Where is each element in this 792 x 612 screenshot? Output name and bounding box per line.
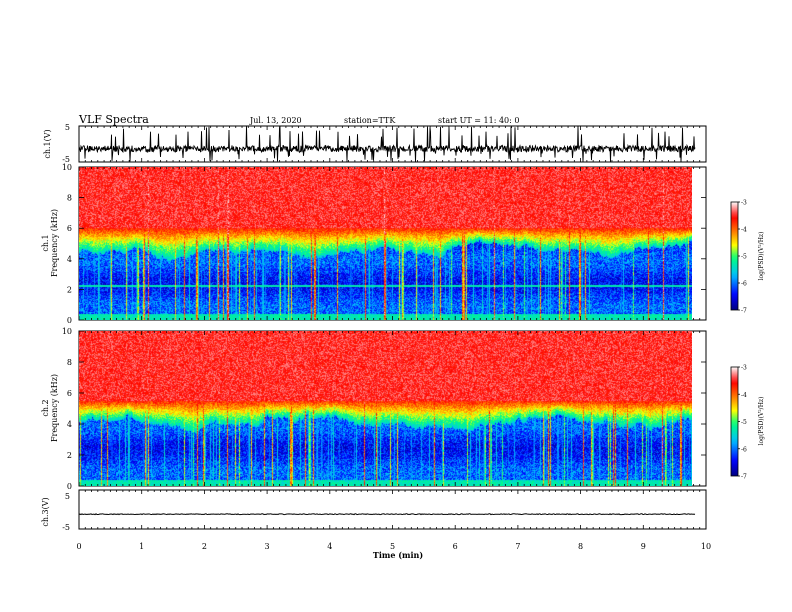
time-axis-tick-label: 10 xyxy=(701,542,711,551)
ch2-spectrogram-ytick-labels: 0 2 4 6 8 10 xyxy=(62,327,72,491)
ch1-waveform-panel: 5 -5 ch.1(V) xyxy=(43,123,707,164)
ch2-spectrogram-ytick-label: 6 xyxy=(67,389,72,398)
ch1-waveform-frame xyxy=(78,125,707,163)
time-axis-tick-labels: 0 1 2 3 4 5 6 7 8 9 10 xyxy=(76,542,711,551)
ch1-spectrogram-image xyxy=(79,167,692,320)
ch1-colorbar-tick-label: -7 xyxy=(741,308,747,315)
ch2-colorbar-label: log(PSD)(V²/Hz) xyxy=(758,397,765,446)
time-axis-tick-label: 6 xyxy=(453,542,458,551)
ch1-spectrogram-ticks xyxy=(78,166,707,321)
ch2-spectrogram-ytick-label: 8 xyxy=(67,358,72,367)
time-axis-tick-label: 5 xyxy=(390,542,395,551)
ch2-spectrogram-ytick-label: 0 xyxy=(67,482,72,491)
time-axis-tick-label: 9 xyxy=(641,542,646,551)
ch1-colorbar-tick-label: -6 xyxy=(741,281,747,288)
figure-date: Jul. 13, 2020 xyxy=(249,116,302,125)
ch1-colorbar xyxy=(730,201,739,311)
ch1-ytick-minus5: -5 xyxy=(62,155,70,164)
ch2-colorbar-tick-label: -3 xyxy=(741,365,747,372)
ch1-ytick-5: 5 xyxy=(65,123,70,132)
ch1-colorbar-tick-label: -3 xyxy=(741,200,747,207)
ch3-waveform-ticks xyxy=(78,490,707,529)
ch2-colorbar-tick-label: -5 xyxy=(741,419,747,426)
ch1-spectrogram-ytick-label: 8 xyxy=(67,194,72,203)
ch1-spectrogram-ytick-label: 6 xyxy=(67,224,72,233)
ch2-spectrogram-ytick-label: 10 xyxy=(62,327,72,336)
ch2-spectrogram-image xyxy=(79,331,692,486)
ch1-colorbar-ticks: -3 -4 -5 -6 -7 xyxy=(738,200,747,315)
figure-title: VLF Spectra xyxy=(78,113,149,126)
ch3-waveform-trace xyxy=(78,513,696,516)
figure-station: station=TTK xyxy=(344,116,396,125)
ch1-colorbar-label: log(PSD)(V²/Hz) xyxy=(758,232,765,281)
ch1-colorbar-tick-label: -5 xyxy=(741,254,747,261)
ch2-spectrogram-ytick-label: 4 xyxy=(67,420,72,429)
time-axis-tick-label: 1 xyxy=(139,542,144,551)
ch1-spectrogram-ytick-labels: 0 2 4 6 8 10 xyxy=(62,163,72,325)
figure-start-time: start UT = 11: 40: 0 xyxy=(438,116,519,125)
time-axis-tick-label: 2 xyxy=(202,542,207,551)
ch3-waveform-frame xyxy=(78,489,707,530)
ch1-spectrogram-ylabel-channel: ch.1 xyxy=(41,234,50,251)
ch2-spectrogram-ylabel-channel: ch.2 xyxy=(41,399,50,416)
ch1-waveform-trace xyxy=(78,125,696,163)
ch3-ytick-minus5: -5 xyxy=(62,523,70,532)
ch3-ytick-5: 5 xyxy=(65,492,70,501)
ch2-colorbar-tick-label: -6 xyxy=(741,446,747,453)
ch3-waveform-panel: 5 -5 ch.3(V) xyxy=(41,489,707,532)
ch1-spectrogram-ytick-label: 4 xyxy=(67,255,72,264)
ch2-spectrogram-ytick-label: 2 xyxy=(67,451,72,460)
ch3-waveform-ylabel: ch.3(V) xyxy=(41,497,50,526)
ch2-colorbar-tick-label: -4 xyxy=(741,392,747,399)
time-axis-tick-label: 4 xyxy=(327,542,332,551)
time-axis-tick-label: 0 xyxy=(76,542,81,551)
time-axis-tick-label: 8 xyxy=(578,542,583,551)
ch2-spectrogram-ticks xyxy=(78,330,707,487)
ch2-colorbar-tick-label: -7 xyxy=(741,474,747,481)
time-axis-tick-label: 3 xyxy=(265,542,270,551)
ch1-spectrogram-ylabel-freq: Frequency (kHz) xyxy=(50,209,59,277)
ch1-waveform-ylabel: ch.1(V) xyxy=(43,129,52,158)
ch2-spectrogram-ylabel-freq: Frequency (kHz) xyxy=(50,374,59,442)
ch2-colorbar xyxy=(730,366,739,477)
ch2-colorbar-ticks: -3 -4 -5 -6 -7 xyxy=(738,365,747,481)
time-axis-label: Time (min) xyxy=(373,550,423,560)
ch1-spectrogram-ytick-label: 10 xyxy=(62,163,72,172)
time-axis-tick-label: 7 xyxy=(515,542,520,551)
ch1-spectrogram-ytick-label: 2 xyxy=(67,285,72,294)
ch1-colorbar-tick-label: -4 xyxy=(741,227,747,234)
ch1-waveform-ticks xyxy=(78,126,707,162)
ch1-spectrogram-ytick-label: 0 xyxy=(67,316,72,325)
